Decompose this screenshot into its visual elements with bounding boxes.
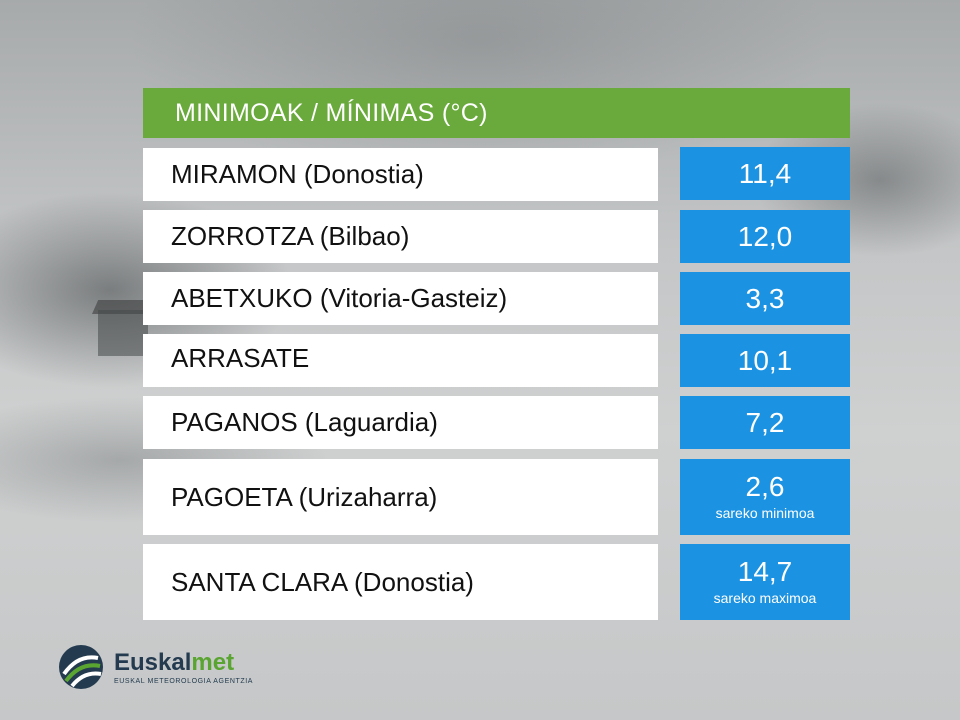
value-note: sareko maximoa — [713, 590, 817, 606]
value-box-row-6: 2,6 sareko minimoa — [680, 459, 850, 535]
temperature-value: 7,2 — [745, 406, 785, 438]
background-house — [98, 310, 148, 356]
table-title: MINIMOAK / MÍNIMAS (°C) — [143, 88, 850, 138]
value-note: sareko minimoa — [715, 505, 815, 521]
logo-name-accent: met — [191, 648, 235, 676]
value-box-row-7: 14,7 sareko maximoa — [680, 544, 850, 620]
temperature-value: 11,4 — [738, 157, 792, 189]
value-box-row-2: 12,0 — [680, 210, 850, 263]
value-box-row-1: 11,4 — [680, 147, 850, 200]
station-name-row-7: SANTA CLARA (Donostia) — [143, 544, 658, 620]
temperature-value: 12,0 — [737, 220, 793, 252]
logo-subtitle: EUSKAL METEOROLOGIA AGENTZIA — [114, 677, 254, 685]
station-name-row-6: PAGOETA (Urizaharra) — [143, 459, 658, 535]
value-box-row-4: 10,1 — [680, 334, 850, 387]
temperature-value: 2,6 — [745, 471, 785, 502]
logo-name-main: Euskal — [114, 648, 192, 676]
station-name-row-4: ARRASATE — [143, 334, 658, 387]
station-name-row-1: MIRAMON (Donostia) — [143, 148, 658, 201]
logo-text: Euskalmet EUSKAL METEOROLOGIA AGENTZIA — [114, 648, 254, 685]
station-name-row-5: PAGANOS (Laguardia) — [143, 396, 658, 449]
temperature-value: 14,7 — [737, 556, 793, 587]
logo-name: Euskalmet — [114, 648, 253, 676]
value-box-row-3: 3,3 — [680, 272, 850, 325]
euskalmet-logo: Euskalmet EUSKAL METEOROLOGIA AGENTZIA — [58, 642, 318, 692]
station-name-row-2: ZORROTZA (Bilbao) — [143, 210, 658, 263]
value-box-row-5: 7,2 — [680, 396, 850, 449]
temperature-value: 3,3 — [745, 282, 785, 314]
euskalmet-logo-icon — [58, 644, 104, 690]
temperature-value: 10,1 — [737, 344, 793, 376]
station-name-row-3: ABETXUKO (Vitoria-Gasteiz) — [143, 272, 658, 325]
